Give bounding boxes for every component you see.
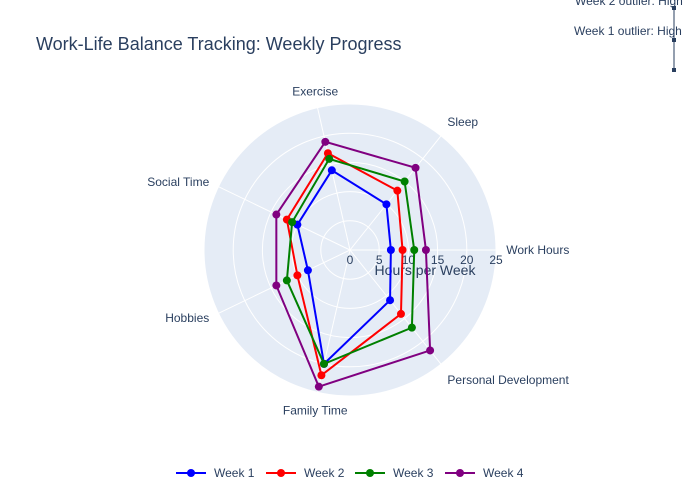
data-point[interactable]	[399, 246, 407, 254]
legend-item[interactable]: Week 2	[266, 466, 345, 480]
data-point[interactable]	[422, 246, 430, 254]
legend-item[interactable]: Week 3	[355, 466, 434, 480]
data-point[interactable]	[272, 281, 280, 289]
data-point[interactable]	[283, 276, 291, 284]
legend-label: Week 2	[304, 466, 345, 480]
legend-marker	[187, 469, 195, 477]
legend-marker	[366, 469, 374, 477]
data-point[interactable]	[317, 371, 325, 379]
category-label: Personal Development	[447, 373, 569, 387]
legend-marker	[456, 469, 464, 477]
legend-label: Week 1	[214, 466, 255, 480]
legend-marker	[277, 469, 285, 477]
legend-item[interactable]: Week 1	[176, 466, 255, 480]
radial-tick-label: 0	[347, 253, 354, 267]
data-point[interactable]	[397, 310, 405, 318]
data-point[interactable]	[412, 164, 420, 172]
annotation-label: Week 2 outlier: High	[575, 0, 683, 8]
data-point[interactable]	[408, 324, 416, 332]
radial-tick-label: 25	[489, 253, 503, 267]
chart-title: Work-Life Balance Tracking: Weekly Progr…	[36, 34, 401, 54]
data-point[interactable]	[426, 346, 434, 354]
data-point[interactable]	[325, 155, 333, 163]
annotation-label: Week 1 outlier: High	[574, 24, 682, 38]
data-point[interactable]	[382, 200, 390, 208]
category-label: Work Hours	[506, 243, 569, 257]
data-point[interactable]	[386, 296, 394, 304]
data-point[interactable]	[393, 187, 401, 195]
data-point[interactable]	[387, 246, 395, 254]
data-point[interactable]	[320, 360, 328, 368]
data-point[interactable]	[293, 271, 301, 279]
data-point[interactable]	[328, 166, 336, 174]
category-label: Sleep	[447, 115, 478, 129]
category-label: Family Time	[283, 403, 348, 417]
data-point[interactable]	[304, 266, 312, 274]
legend-label: Week 4	[483, 466, 524, 480]
data-point[interactable]	[410, 246, 418, 254]
annotation-marker	[672, 38, 676, 42]
annotations: Week 2 outlier: High Week 1 outlier: High	[574, 0, 683, 72]
data-point[interactable]	[272, 211, 280, 219]
category-label: Hobbies	[165, 311, 209, 325]
annotation-marker	[672, 68, 676, 72]
legend-item[interactable]: Week 4	[445, 466, 524, 480]
data-point[interactable]	[315, 383, 323, 391]
legend-label: Week 3	[393, 466, 434, 480]
data-point[interactable]	[321, 138, 329, 146]
legend[interactable]: Week 1 Week 2 Week 3 Week 4	[176, 466, 524, 480]
data-point[interactable]	[288, 218, 296, 226]
category-label: Social Time	[147, 175, 209, 189]
category-label: Exercise	[292, 85, 338, 99]
data-point[interactable]	[401, 178, 409, 186]
